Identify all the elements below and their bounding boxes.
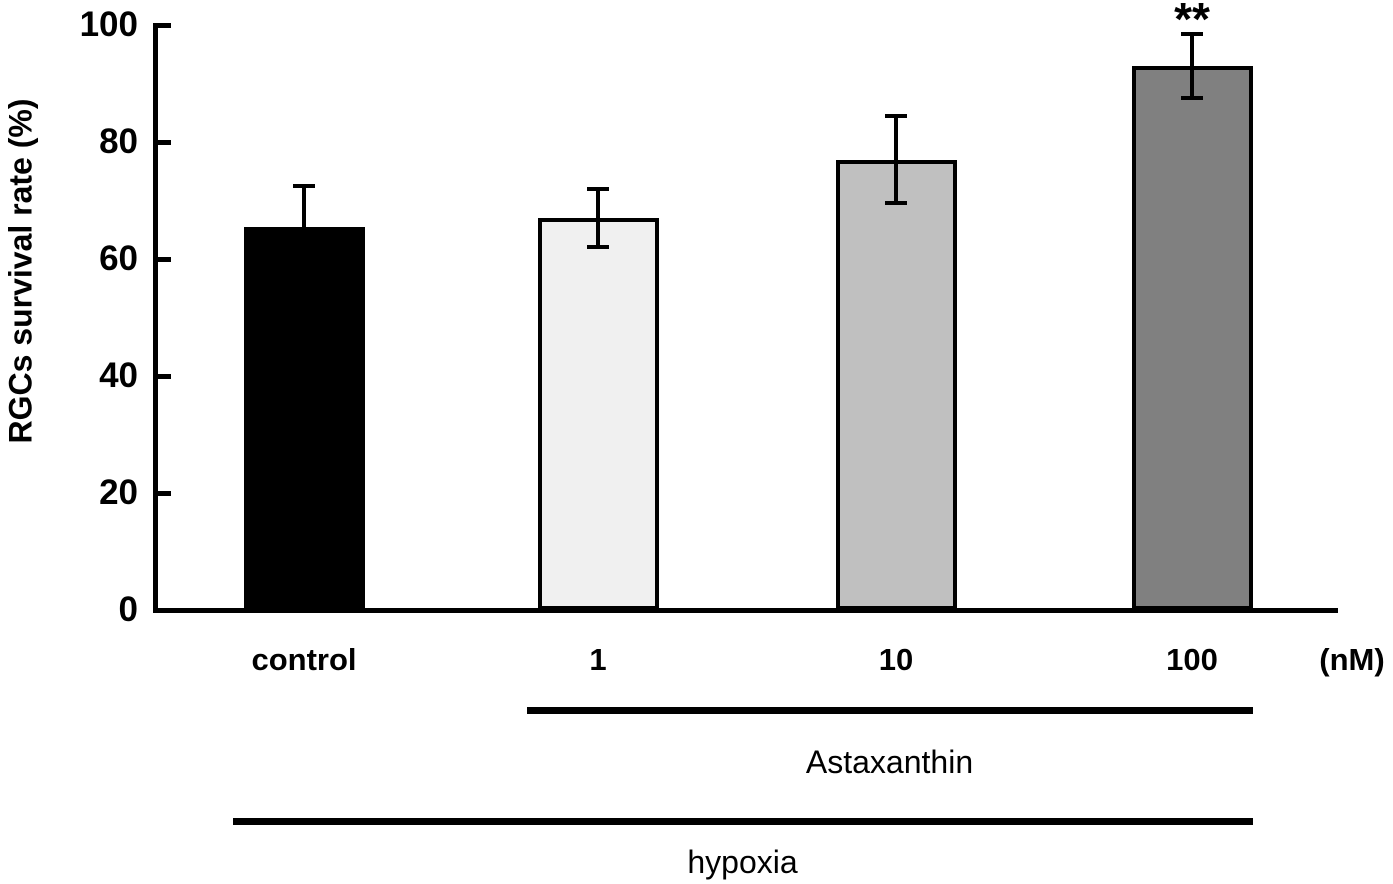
y-tick-label-60: 60 [99,239,138,278]
x-category-label-1: 1 [589,642,607,677]
error-bar-cap-bottom-1 [587,245,609,249]
y-tick-80 [155,140,171,145]
group-label-astaxanthin: Astaxanthin [805,744,974,780]
bar-1 [537,218,659,610]
bar-control [243,227,365,610]
x-category-label-control: control [251,642,357,677]
y-tick-0 [155,608,171,613]
y-tick-label-40: 40 [99,356,138,395]
bar-10 [835,160,957,610]
error-bar-cap-bottom-100 [1181,96,1203,100]
error-bar-cap-top-control [293,184,315,188]
error-bar-line-100 [1190,34,1194,98]
x-axis-line [153,608,1338,613]
x-category-label-100: 100 [1166,642,1218,677]
y-tick-label-80: 80 [99,122,138,161]
y-tick-20 [155,491,171,496]
group-line-hypoxia [232,818,1253,825]
y-tick-label-100: 100 [79,5,138,44]
y-tick-40 [155,374,171,379]
y-tick-label-20: 20 [99,473,138,512]
error-bar-line-1 [596,189,600,247]
group-label-hypoxia: hypoxia [687,844,798,880]
error-bar-line-10 [894,116,898,203]
y-tick-100 [155,23,171,28]
error-bar-cap-bottom-control [293,266,315,270]
error-bar-line-control [302,186,306,268]
error-bar-cap-top-10 [885,114,907,118]
error-bar-cap-top-1 [587,187,609,191]
x-category-label-10: 10 [878,642,914,677]
error-bar-cap-top-100 [1181,32,1203,36]
error-bar-cap-bottom-10 [885,201,907,205]
group-line-astaxanthin [526,707,1253,714]
y-tick-60 [155,257,171,262]
x-axis-unit-label: (nM) [1319,642,1385,677]
y-axis-line [153,23,158,613]
significance-annotation: ** [1174,0,1210,45]
bar-100 [1131,66,1253,610]
y-tick-label-0: 0 [118,590,138,629]
